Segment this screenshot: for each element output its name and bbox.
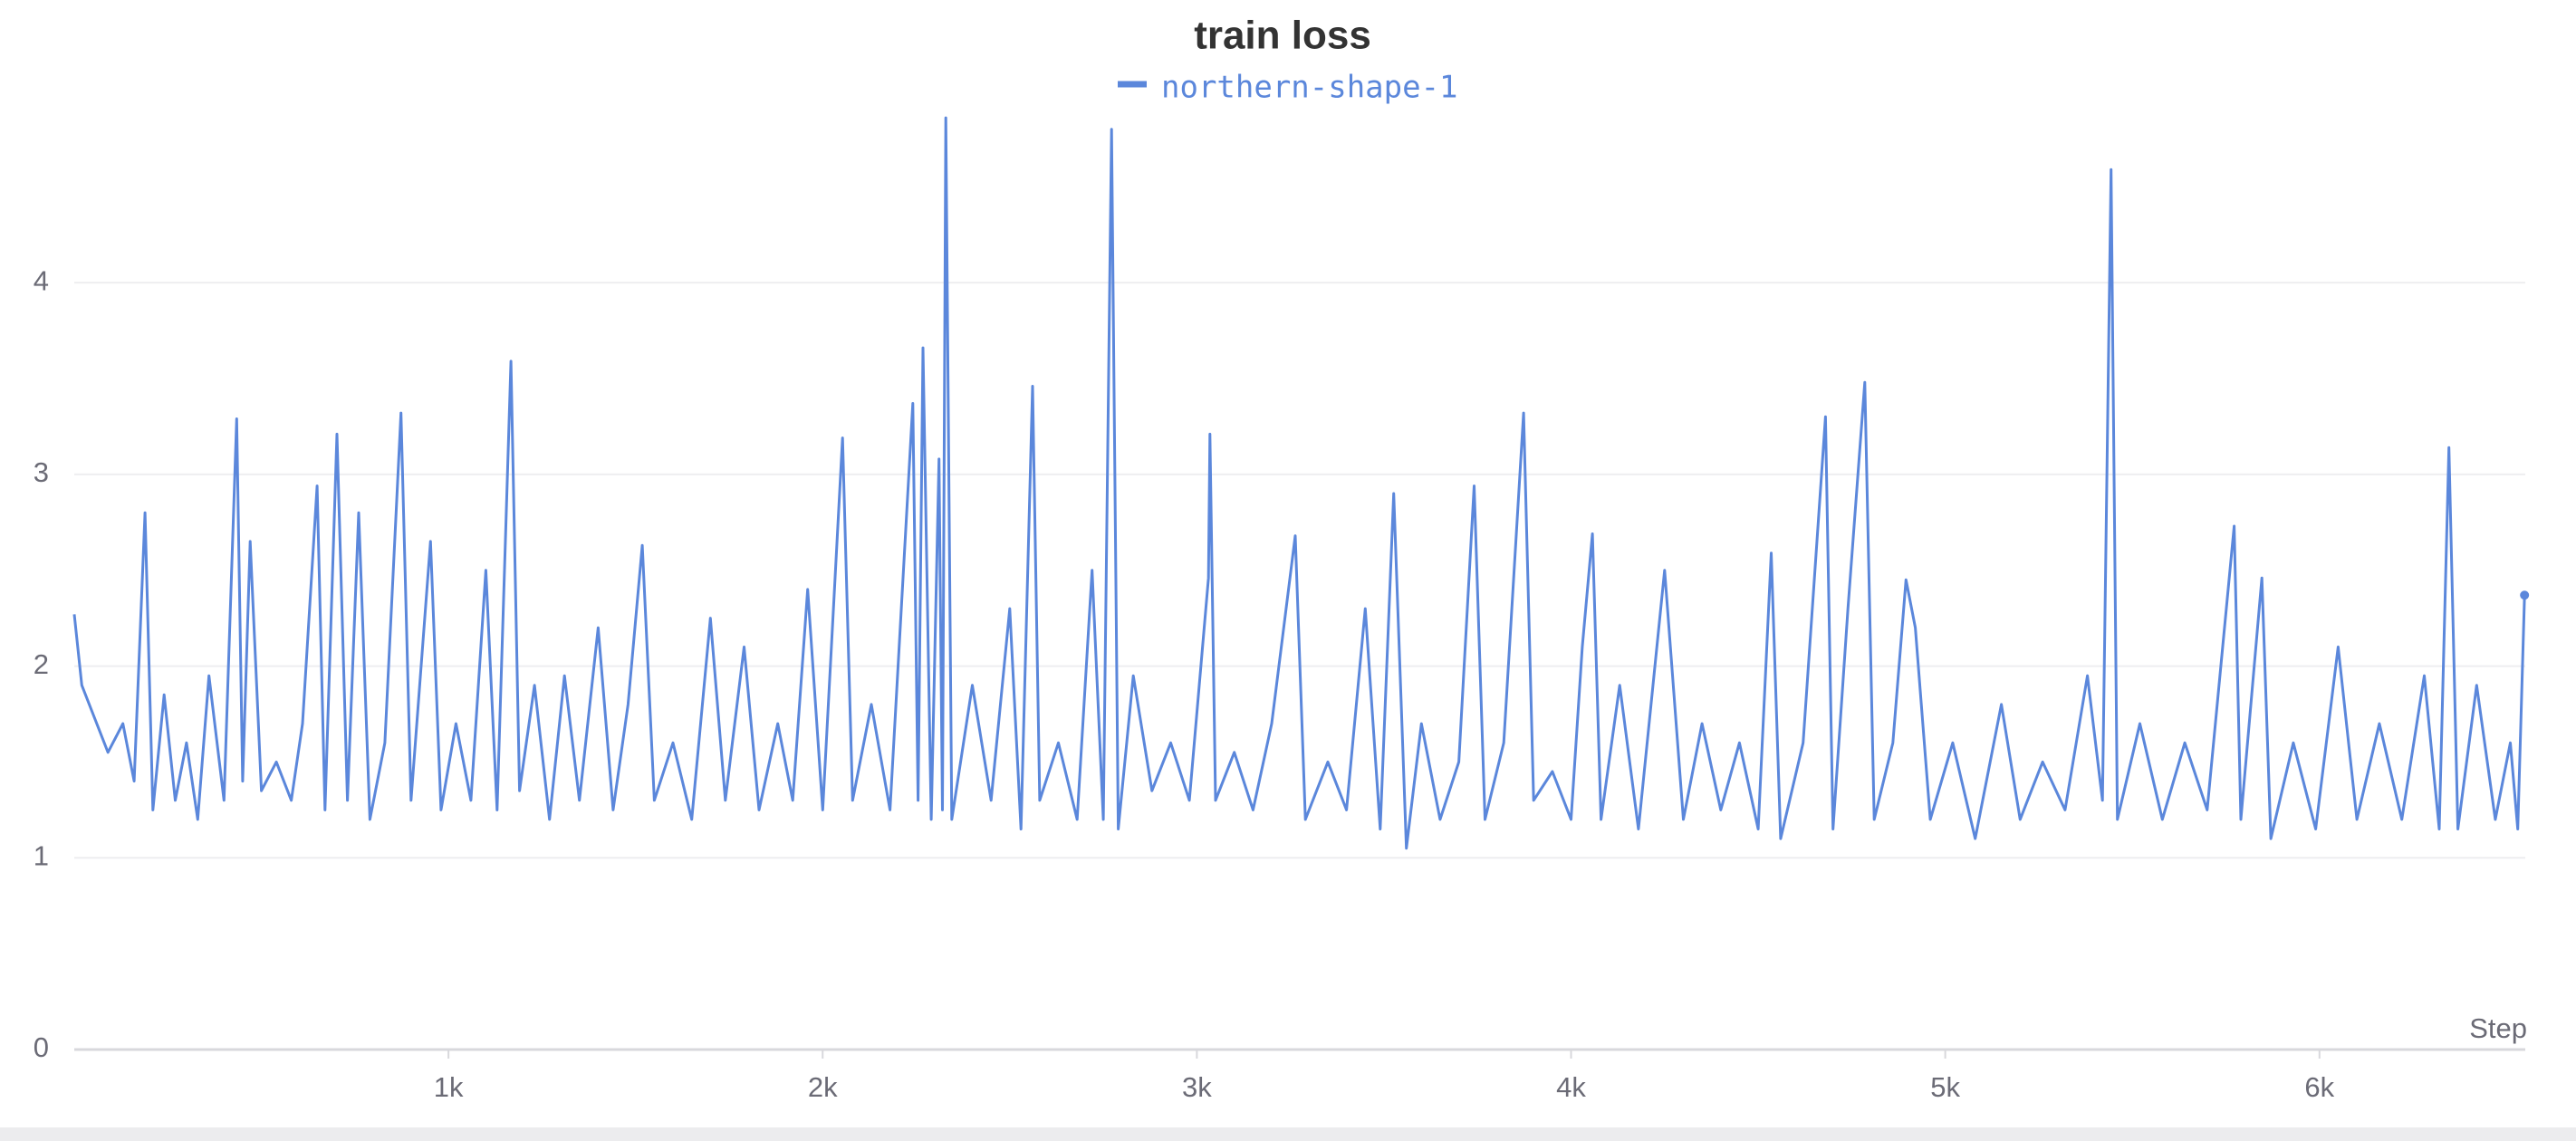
y-tick-label: 4 [34,264,49,296]
x-tick-label: 3k [1182,1071,1212,1103]
bottom-bar [0,1127,2576,1141]
last-point [2520,590,2530,600]
x-tick-label: 4k [1556,1071,1586,1103]
y-tick-label: 1 [34,839,49,871]
x-tick-label: 1k [434,1071,464,1103]
x-tick-label: 6k [2304,1071,2334,1103]
x-tick-label: 5k [1930,1071,1960,1103]
series-line [72,116,2526,850]
legend-label: northern-shape-1 [1161,70,1458,106]
y-tick-label: 0 [34,1031,49,1063]
y-tick-label: 2 [34,648,49,680]
x-tick-label: 2k [808,1071,838,1103]
chart-title: train loss [1194,14,1371,58]
x-axis-label: Step [2469,1012,2527,1044]
y-tick-label: 3 [34,456,49,488]
